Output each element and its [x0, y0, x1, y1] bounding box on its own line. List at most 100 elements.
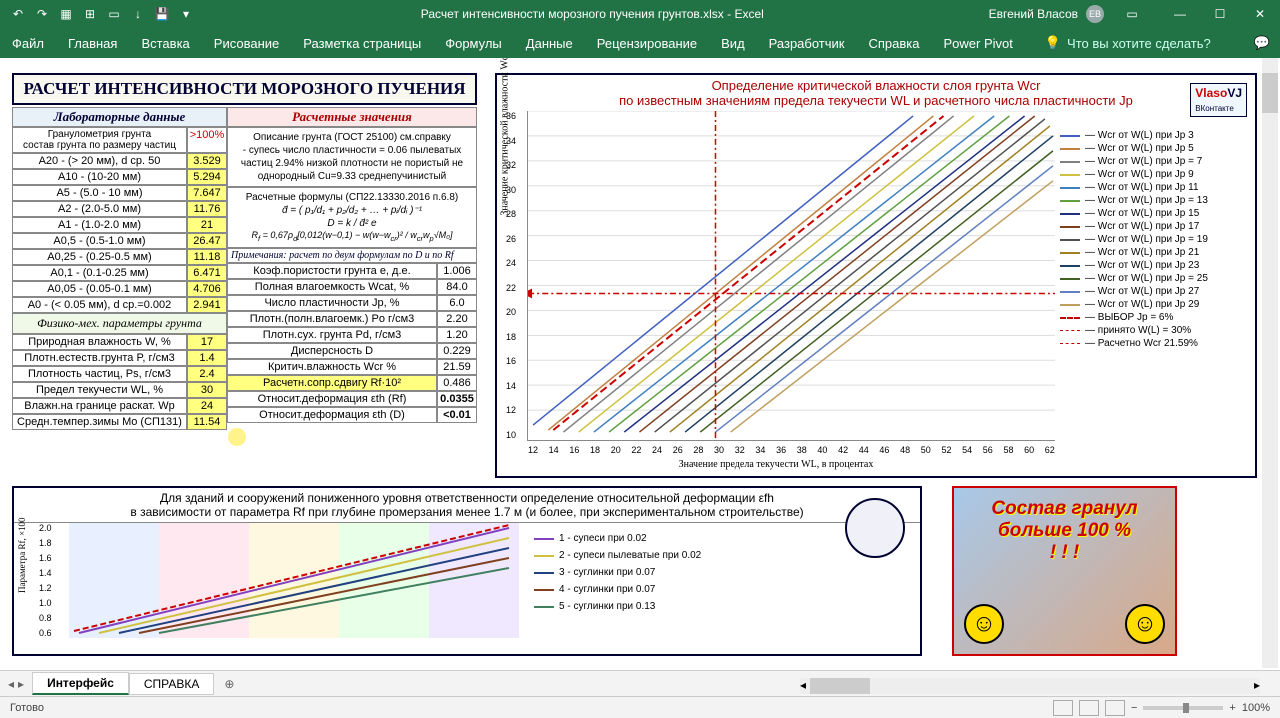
vscroll-thumb[interactable] — [1262, 73, 1278, 113]
legend-label: — Wcr от W(L) при Jp 15 — [1085, 208, 1199, 219]
zoom-slider[interactable] — [1143, 706, 1223, 710]
tell-me-search[interactable]: 💡 Что вы хотите сделать? — [1045, 35, 1211, 51]
legend-item: — Wcr от W(L) при Jp 5 — [1060, 143, 1250, 154]
sort-icon[interactable]: ↓ — [128, 4, 148, 24]
phys-title: Физико-мех. параметры грунта — [12, 313, 227, 334]
zoom-level: 100% — [1242, 702, 1270, 714]
granul-value[interactable]: 21 — [187, 217, 227, 233]
legend-item: 2 - супеси пылеватые при 0.02 — [534, 550, 701, 561]
tab-powerpivot[interactable]: Power Pivot — [931, 28, 1024, 58]
legend-label: — Wcr от W(L) при Jp 5 — [1085, 143, 1194, 154]
granul-value[interactable]: 4.706 — [187, 281, 227, 297]
table-icon[interactable]: ⊞ — [80, 4, 100, 24]
granul-label: A20 - (> 20 мм), d ср. 50 — [12, 153, 187, 169]
add-sheet-button[interactable]: ⊕ — [214, 677, 244, 691]
tab-home[interactable]: Главная — [56, 28, 129, 58]
granul-label: A0,5 - (0.5-1.0 мм) — [12, 233, 187, 249]
user-area: Евгений Власов ЕВ ▭ — [981, 0, 1160, 28]
vertical-scrollbar[interactable] — [1262, 58, 1278, 668]
granul-value[interactable]: 3.529 — [187, 153, 227, 169]
chart-efh-area: 2.01.81.61.41.21.00.80.6 — [69, 523, 920, 638]
minimize-button[interactable]: — — [1160, 0, 1200, 28]
dropdown-icon[interactable]: ▾ — [176, 4, 196, 24]
tab-review[interactable]: Рецензирование — [585, 28, 709, 58]
granul-value[interactable]: 7.647 — [187, 185, 227, 201]
hscroll-thumb[interactable] — [810, 678, 870, 694]
tab-formulas[interactable]: Формулы — [433, 28, 514, 58]
status-bar: Готово − + 100% — [0, 696, 1280, 718]
zoom-in-icon[interactable]: + — [1229, 702, 1235, 714]
phys-value[interactable]: 11.54 — [187, 414, 227, 430]
ad-text: Состав гранул больше 100 % ! ! ! — [954, 488, 1175, 564]
phys-value[interactable]: 1.4 — [187, 350, 227, 366]
bottom-area: Для зданий и сооружений пониженного уров… — [12, 486, 1177, 656]
chart-efh-legend: 1 - супеси при 0.02 2 - супеси пылеватые … — [534, 533, 701, 618]
merge-icon[interactable]: ▭ — [104, 4, 124, 24]
calc-label: Полная влагоемкость Wcat, % — [227, 279, 437, 295]
tab-file[interactable]: Файл — [0, 28, 56, 58]
legend-label: 1 - супеси при 0.02 — [559, 533, 647, 544]
chart-efh-svg — [69, 523, 519, 638]
phys-value[interactable]: 2.4 — [187, 366, 227, 382]
sheet-nav-prev-icon[interactable]: ▸ — [18, 677, 24, 691]
sheet-tab-interface[interactable]: Интерфейс — [32, 672, 129, 695]
chart-svg — [528, 111, 1055, 440]
granul-value[interactable]: 5.294 — [187, 169, 227, 185]
tab-insert[interactable]: Вставка — [129, 28, 201, 58]
maximize-button[interactable]: ☐ — [1200, 0, 1240, 28]
phys-label: Предел текучести WL, % — [12, 382, 187, 398]
redo-icon[interactable]: ↷ — [32, 4, 52, 24]
chart-x-label: Значение предела текучести WL, в процент… — [497, 459, 1055, 470]
granul-label: A2 - (2.0-5.0 мм) — [12, 201, 187, 217]
border-icon[interactable]: ▦ — [56, 4, 76, 24]
view-page-layout-icon[interactable] — [1079, 700, 1099, 716]
share-icon[interactable]: 💬 — [1254, 35, 1270, 51]
sheet-nav-first-icon[interactable]: ◂ — [8, 677, 14, 691]
hscroll-left-icon[interactable]: ◂ — [800, 678, 806, 694]
granul-value[interactable]: 26.47 — [187, 233, 227, 249]
save-icon[interactable]: 💾 — [152, 4, 172, 24]
tab-view[interactable]: Вид — [709, 28, 757, 58]
tab-developer[interactable]: Разработчик — [757, 28, 857, 58]
legend-label: 3 - суглинки при 0.07 — [559, 567, 655, 578]
formula-title: Расчетные формулы (СП22.13330.2016 п.6.8… — [231, 191, 473, 204]
granul-label: A0,05 - (0.05-0.1 мм) — [12, 281, 187, 297]
view-normal-icon[interactable] — [1053, 700, 1073, 716]
granul-value[interactable]: 6.471 — [187, 265, 227, 281]
hscroll-right-icon[interactable]: ▸ — [1254, 678, 1260, 694]
formula-note: Примечания: расчет по двум формулам по D… — [227, 248, 477, 263]
tab-help[interactable]: Справка — [856, 28, 931, 58]
phys-value[interactable]: 17 — [187, 334, 227, 350]
phys-value[interactable]: 30 — [187, 382, 227, 398]
chart-y-ticks: 3634323028262422201816141210 — [506, 111, 516, 440]
tab-draw[interactable]: Рисование — [202, 28, 291, 58]
user-avatar[interactable]: ЕВ — [1086, 5, 1104, 23]
phys-value[interactable]: 24 — [187, 398, 227, 414]
undo-icon[interactable]: ↶ — [8, 4, 28, 24]
zoom-out-icon[interactable]: − — [1131, 702, 1137, 714]
legend-item: — ВЫБОР Jp = 6% — [1060, 312, 1250, 323]
legend-item: — Wcr от W(L) при Jp 29 — [1060, 299, 1250, 310]
tab-page-layout[interactable]: Разметка страницы — [291, 28, 433, 58]
tab-data[interactable]: Данные — [514, 28, 585, 58]
ribbon-options-icon[interactable]: ▭ — [1112, 0, 1152, 28]
phys-label: Средн.темпер.зимы Mo (СП131) — [12, 414, 187, 430]
calc-label: Относит.деформация εth (D) — [227, 407, 437, 423]
ad-line-1: Состав гранул — [954, 498, 1175, 520]
horizontal-scrollbar[interactable]: ◂ ▸ — [800, 678, 1260, 694]
granul-value[interactable]: 11.18 — [187, 249, 227, 265]
granul-label: A0,1 - (0.1-0.25 мм) — [12, 265, 187, 281]
ribbon: Файл Главная Вставка Рисование Разметка … — [0, 28, 1280, 58]
legend-label: — Wcr от W(L) при Jp = 25 — [1085, 273, 1208, 284]
sheet-tab-help[interactable]: СПРАВКА — [129, 673, 215, 695]
view-page-break-icon[interactable] — [1105, 700, 1125, 716]
phys-label: Плотность частиц, Ps, г/см3 — [12, 366, 187, 382]
calc-value: 0.486 — [437, 375, 477, 391]
granul-value[interactable]: 11.76 — [187, 201, 227, 217]
close-button[interactable]: ✕ — [1240, 0, 1280, 28]
legend-item: — Wcr от W(L) при Jp = 25 — [1060, 273, 1250, 284]
calc-label: Число пластичности Jp, % — [227, 295, 437, 311]
granul-value[interactable]: 2.941 — [187, 297, 227, 313]
legend-item: — Wcr от W(L) при Jp 17 — [1060, 221, 1250, 232]
calc-value: 1.20 — [437, 327, 477, 343]
